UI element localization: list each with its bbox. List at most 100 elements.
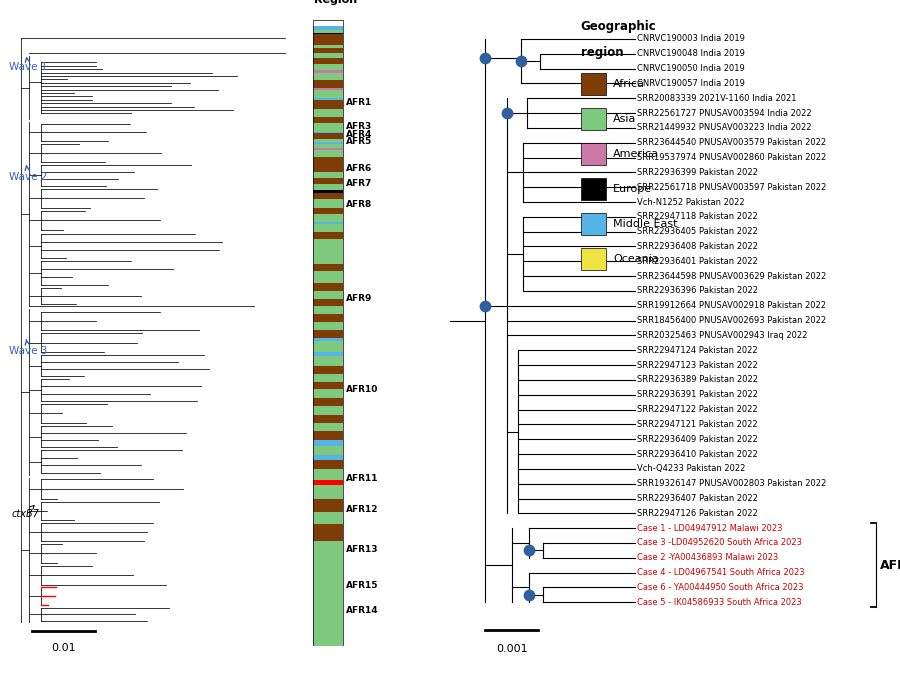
- Text: SRR19912664 PNUSAV002918 Pakistan 2022: SRR19912664 PNUSAV002918 Pakistan 2022: [637, 302, 826, 310]
- Bar: [313, 541, 343, 646]
- Bar: [313, 133, 343, 139]
- Bar: [313, 224, 343, 232]
- Text: AFR15: AFR15: [880, 559, 900, 571]
- Text: SRR18456400 PNUSAV002693 Pakistan 2022: SRR18456400 PNUSAV002693 Pakistan 2022: [637, 316, 826, 325]
- Bar: [313, 221, 343, 224]
- Text: Case 3 -LD04952620 South Africa 2023: Case 3 -LD04952620 South Africa 2023: [637, 538, 803, 547]
- Text: AFR14: AFR14: [346, 606, 378, 615]
- Bar: [313, 439, 343, 446]
- Bar: [313, 30, 343, 33]
- Text: Case 6 - YA00444950 South Africa 2023: Case 6 - YA00444950 South Africa 2023: [637, 583, 804, 592]
- Text: AFR15: AFR15: [346, 581, 378, 590]
- Bar: [313, 271, 343, 283]
- Bar: [313, 481, 343, 485]
- Bar: [313, 415, 343, 423]
- Text: SRR22561727 PNUSAV003594 India 2022: SRR22561727 PNUSAV003594 India 2022: [637, 108, 812, 118]
- Bar: [313, 33, 343, 34]
- Bar: [313, 193, 343, 199]
- Text: AFR3: AFR3: [346, 122, 372, 131]
- Bar: [313, 73, 343, 79]
- Bar: [313, 164, 343, 172]
- Text: SRR22561718 PNUSAV003597 Pakistan 2022: SRR22561718 PNUSAV003597 Pakistan 2022: [637, 182, 827, 192]
- Bar: [313, 264, 343, 271]
- Text: Region: Region: [314, 0, 356, 5]
- Text: Europe: Europe: [613, 184, 652, 194]
- Bar: [313, 330, 343, 338]
- Bar: [313, 355, 343, 365]
- Text: Case 4 - LD04967541 South Africa 2023: Case 4 - LD04967541 South Africa 2023: [637, 568, 805, 577]
- Bar: [313, 460, 343, 469]
- Bar: [313, 52, 343, 58]
- Text: Case 2 -YA00436893 Malawi 2023: Case 2 -YA00436893 Malawi 2023: [637, 553, 778, 563]
- Text: SRR19537974 PNUSAV002860 Pakistan 2022: SRR19537974 PNUSAV002860 Pakistan 2022: [637, 153, 827, 162]
- Text: 0.001: 0.001: [496, 644, 527, 654]
- Text: AFR10: AFR10: [346, 385, 378, 394]
- Text: SRR22947124 Pakistan 2022: SRR22947124 Pakistan 2022: [637, 346, 758, 355]
- Bar: [313, 157, 343, 164]
- Text: AFR8: AFR8: [346, 200, 372, 209]
- Text: Geographic: Geographic: [580, 20, 656, 33]
- Bar: [313, 382, 343, 390]
- Bar: [313, 98, 343, 100]
- Bar: [313, 100, 343, 109]
- Bar: [313, 485, 343, 499]
- Bar: [313, 190, 343, 193]
- Bar: [313, 26, 343, 30]
- Text: Middle East: Middle East: [613, 219, 678, 229]
- Bar: [313, 87, 343, 90]
- Bar: [313, 144, 343, 148]
- Text: SRR22947121 Pakistan 2022: SRR22947121 Pakistan 2022: [637, 420, 758, 429]
- Text: SRR22936399 Pakistan 2022: SRR22936399 Pakistan 2022: [637, 168, 759, 177]
- Bar: [313, 20, 343, 646]
- Bar: [313, 406, 343, 415]
- Bar: [313, 239, 343, 264]
- Bar: [313, 374, 343, 382]
- Text: CNRVC190050 India 2019: CNRVC190050 India 2019: [637, 64, 745, 73]
- Text: SRR22947126 Pakistan 2022: SRR22947126 Pakistan 2022: [637, 509, 758, 518]
- Bar: [313, 446, 343, 455]
- Bar: [313, 148, 343, 150]
- Bar: [313, 64, 343, 70]
- Text: region: region: [580, 46, 623, 59]
- Bar: [313, 117, 343, 123]
- Bar: [313, 178, 343, 184]
- Text: ctxB7: ctxB7: [12, 505, 40, 519]
- Bar: [313, 306, 343, 314]
- Text: SRR20083339 2021V-1160 India 2021: SRR20083339 2021V-1160 India 2021: [637, 94, 796, 103]
- Bar: [313, 322, 343, 330]
- Text: SRR20325463 PNUSAV002943 Iraq 2022: SRR20325463 PNUSAV002943 Iraq 2022: [637, 331, 808, 340]
- Bar: [313, 34, 343, 45]
- Bar: [313, 132, 343, 133]
- Text: Wave 2: Wave 2: [9, 166, 48, 182]
- Text: Case 1 - LD04947912 Malawi 2023: Case 1 - LD04947912 Malawi 2023: [637, 524, 783, 532]
- Text: AFR9: AFR9: [346, 293, 372, 303]
- Bar: [313, 469, 343, 481]
- Text: SRR22936391 Pakistan 2022: SRR22936391 Pakistan 2022: [637, 390, 759, 399]
- Text: AFR7: AFR7: [346, 179, 372, 188]
- Text: SRR22947122 Pakistan 2022: SRR22947122 Pakistan 2022: [637, 405, 758, 414]
- Text: AFR1: AFR1: [346, 98, 372, 107]
- Bar: [313, 352, 343, 355]
- Text: AFR6: AFR6: [346, 164, 372, 173]
- Text: AFR5: AFR5: [346, 137, 372, 146]
- Bar: [313, 48, 343, 52]
- Text: SRR22947123 Pakistan 2022: SRR22947123 Pakistan 2022: [637, 361, 758, 369]
- Bar: [313, 511, 343, 524]
- Bar: [313, 524, 343, 541]
- Text: CNRVC190057 India 2019: CNRVC190057 India 2019: [637, 79, 745, 88]
- Text: AFR11: AFR11: [346, 474, 378, 483]
- Text: Oceania: Oceania: [613, 254, 659, 264]
- Bar: [313, 184, 343, 190]
- Text: AFR12: AFR12: [346, 505, 378, 514]
- Bar: [313, 199, 343, 208]
- Text: 0.01: 0.01: [51, 643, 76, 653]
- Bar: [313, 398, 343, 406]
- Text: AFR4: AFR4: [346, 130, 372, 139]
- Bar: [313, 150, 343, 157]
- Text: AFR13: AFR13: [346, 544, 378, 554]
- Text: SRR22936410 Pakistan 2022: SRR22936410 Pakistan 2022: [637, 450, 758, 458]
- Bar: [313, 341, 343, 352]
- Text: Vch-Q4233 Pakistan 2022: Vch-Q4233 Pakistan 2022: [637, 464, 746, 473]
- Bar: [313, 90, 343, 98]
- Bar: [313, 208, 343, 214]
